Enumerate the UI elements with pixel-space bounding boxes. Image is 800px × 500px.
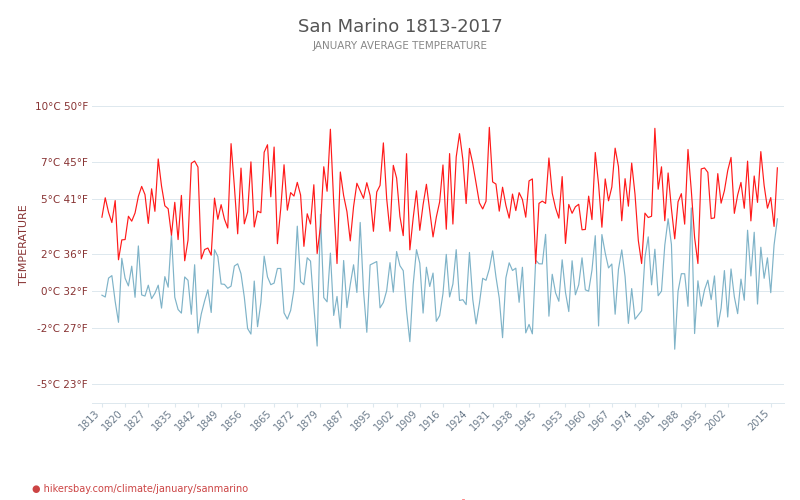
Text: ● hikersbay.com/climate/january/sanmarino: ● hikersbay.com/climate/january/sanmarin… xyxy=(32,484,248,494)
Y-axis label: TEMPERATURE: TEMPERATURE xyxy=(19,204,29,286)
Legend: NIGHT, DAY: NIGHT, DAY xyxy=(368,494,508,500)
Text: San Marino 1813-2017: San Marino 1813-2017 xyxy=(298,18,502,36)
Text: JANUARY AVERAGE TEMPERATURE: JANUARY AVERAGE TEMPERATURE xyxy=(313,41,487,51)
